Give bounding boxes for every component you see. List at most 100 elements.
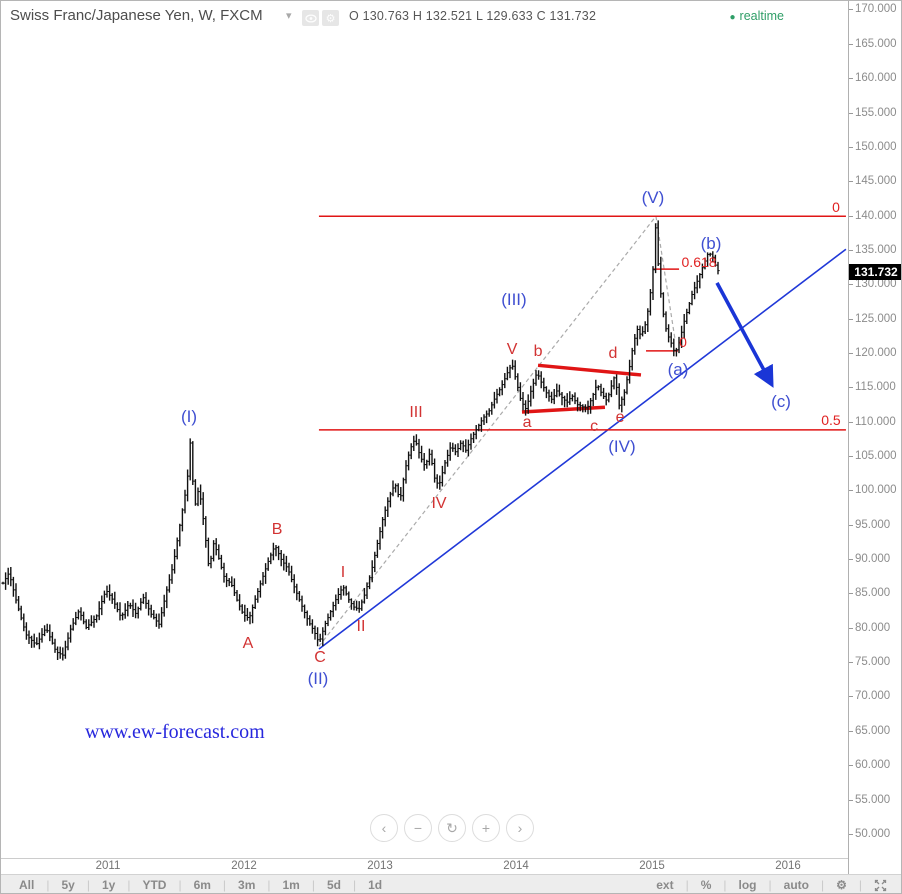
zoom-out-button[interactable]: − [404,814,432,842]
realtime-status: ● realtime [729,9,784,23]
wave-label-b: b [533,343,543,361]
reset-button[interactable]: ↻ [438,814,466,842]
price-axis[interactable]: 131.732 50.000 55.000 60.000 65.000 70.000 75… [848,1,901,874]
y-tick-mark [849,387,853,389]
y-tick-mark [849,765,853,767]
wave-label-I: I [340,563,346,581]
x-tick-label: 2013 [367,860,393,872]
y-tick-label: 170.000 [855,3,897,16]
range-button-3m[interactable]: 3m [238,878,256,892]
y-tick-label: 150.000 [855,140,897,153]
range-button-1d[interactable]: 1d [368,878,383,892]
range-button-5y[interactable]: 5y [61,878,75,892]
toolbar-separator: | [820,878,825,892]
ext-button[interactable]: ext [656,878,674,892]
symbol-title[interactable]: Swiss Franc/Japanese Yen, W, FXCM [10,7,263,24]
ohlc-values: O 130.763 H 132.521 L 129.633 C 131.732 [349,9,597,23]
y-tick-mark [849,9,853,11]
triangle-trendline [521,405,606,414]
toolbar-separator: | [311,878,315,892]
y-tick-label: 95.000 [855,518,891,531]
wave-label-0.618: 0.618 [681,254,717,271]
wave-label-I: (I) [181,406,198,426]
y-tick-mark [849,627,853,629]
y-tick-label: 70.000 [855,690,891,703]
wave-label-C: C [314,648,326,666]
toolbar-separator: | [86,878,90,892]
y-tick-label: 105.000 [855,450,897,462]
x-tick-label: 2014 [503,860,529,872]
time-axis[interactable]: 2011 2012 2013 2014 2015 2016 [1,858,848,875]
wave-label-B: B [271,521,283,539]
y-tick-mark [849,730,853,732]
wave-label-b: (b) [700,233,722,253]
range-button-6m[interactable]: 6m [193,878,211,892]
y-tick-label: 140.000 [855,209,897,222]
forecast-arrow [715,282,774,388]
realtime-label: realtime [739,9,784,23]
y-tick-mark [849,318,853,320]
toolbar-separator: | [178,878,182,892]
realtime-dot-icon: ● [729,12,736,23]
scale-buttons-group: ext |% | log | auto | ⚙ | [644,878,899,892]
scroll-right-button[interactable]: › [506,814,534,842]
toolbar-separator: | [127,878,131,892]
triangle-trendline [537,363,642,377]
y-tick-label: 60.000 [855,759,891,772]
y-tick-mark [849,662,853,664]
y-tick-label: 165.000 [855,37,897,50]
range-button-1m[interactable]: 1m [282,878,300,892]
gear-icon[interactable]: ⚙ [322,10,339,26]
y-tick-label: 115.000 [855,381,896,394]
toolbar-separator: | [723,878,727,892]
percent-button[interactable]: % [700,878,712,892]
y-tick-label: 160.000 [855,72,897,85]
last-price-badge: 131.732 [849,264,901,281]
y-tick-mark [849,456,853,457]
log-button[interactable]: log [738,878,757,892]
range-buttons-group: All | 5y | 1y | YTD | 6m | 3m | 1m | 5d | 1d [7,878,394,892]
auto-button[interactable]: auto [783,878,809,892]
wave-label-0: 0 [679,333,687,350]
toolbar-separator: | [858,878,862,892]
wave-label-II: (II) [307,669,329,689]
range-button-1y[interactable]: 1y [101,878,116,892]
blue-trendline [318,248,847,650]
y-tick-label: 55.000 [855,793,891,806]
range-button-all[interactable]: All [19,878,35,892]
x-tick-label: 2011 [95,860,121,872]
range-button-5d[interactable]: 5d [326,878,341,892]
y-tick-label: 80.000 [855,621,891,634]
wave-label-a: (a) [667,360,689,380]
scroll-left-button[interactable]: ‹ [370,814,398,842]
wave-label-IV: (IV) [608,437,636,457]
chevron-down-icon[interactable]: ▾ [286,10,292,22]
toolbar-separator: | [267,878,271,892]
wave-label-d: d [608,345,618,363]
y-tick-label: 110.000 [855,415,896,428]
range-button-ytd[interactable]: YTD [142,878,167,892]
eye-icon[interactable] [302,10,319,26]
y-tick-mark [849,78,853,80]
y-tick-label: 120.000 [855,346,897,359]
y-tick-mark [849,833,853,835]
chart-nav-bar: ‹ − ↻ + › [370,814,534,842]
wave-label-c: (c) [771,391,791,411]
y-tick-label: 100.000 [855,484,897,497]
wave-label-IV: IV [431,495,447,513]
wave-label-A: A [242,635,254,653]
wave-label-V: (V) [641,187,665,207]
bottom-toolbar: All | 5y | 1y | YTD | 6m | 3m | 1m | 5d | 1d ext |% | log | a… [1,874,901,893]
zoom-in-button[interactable]: + [472,814,500,842]
gear-icon[interactable]: ⚙ [836,878,847,892]
y-tick-mark [849,524,853,526]
y-tick-mark [849,215,853,217]
y-tick-mark [849,593,853,595]
y-tick-label: 65.000 [855,724,891,737]
chart-plot-area[interactable]: www.ew-forecast.com (I) (II) (III) (IV) (V) (… [1,1,848,858]
fullscreen-icon[interactable] [862,879,899,892]
wave-label-III: (III) [501,290,527,310]
y-tick-label: 75.000 [855,656,891,669]
y-tick-label: 50.000 [855,827,891,840]
